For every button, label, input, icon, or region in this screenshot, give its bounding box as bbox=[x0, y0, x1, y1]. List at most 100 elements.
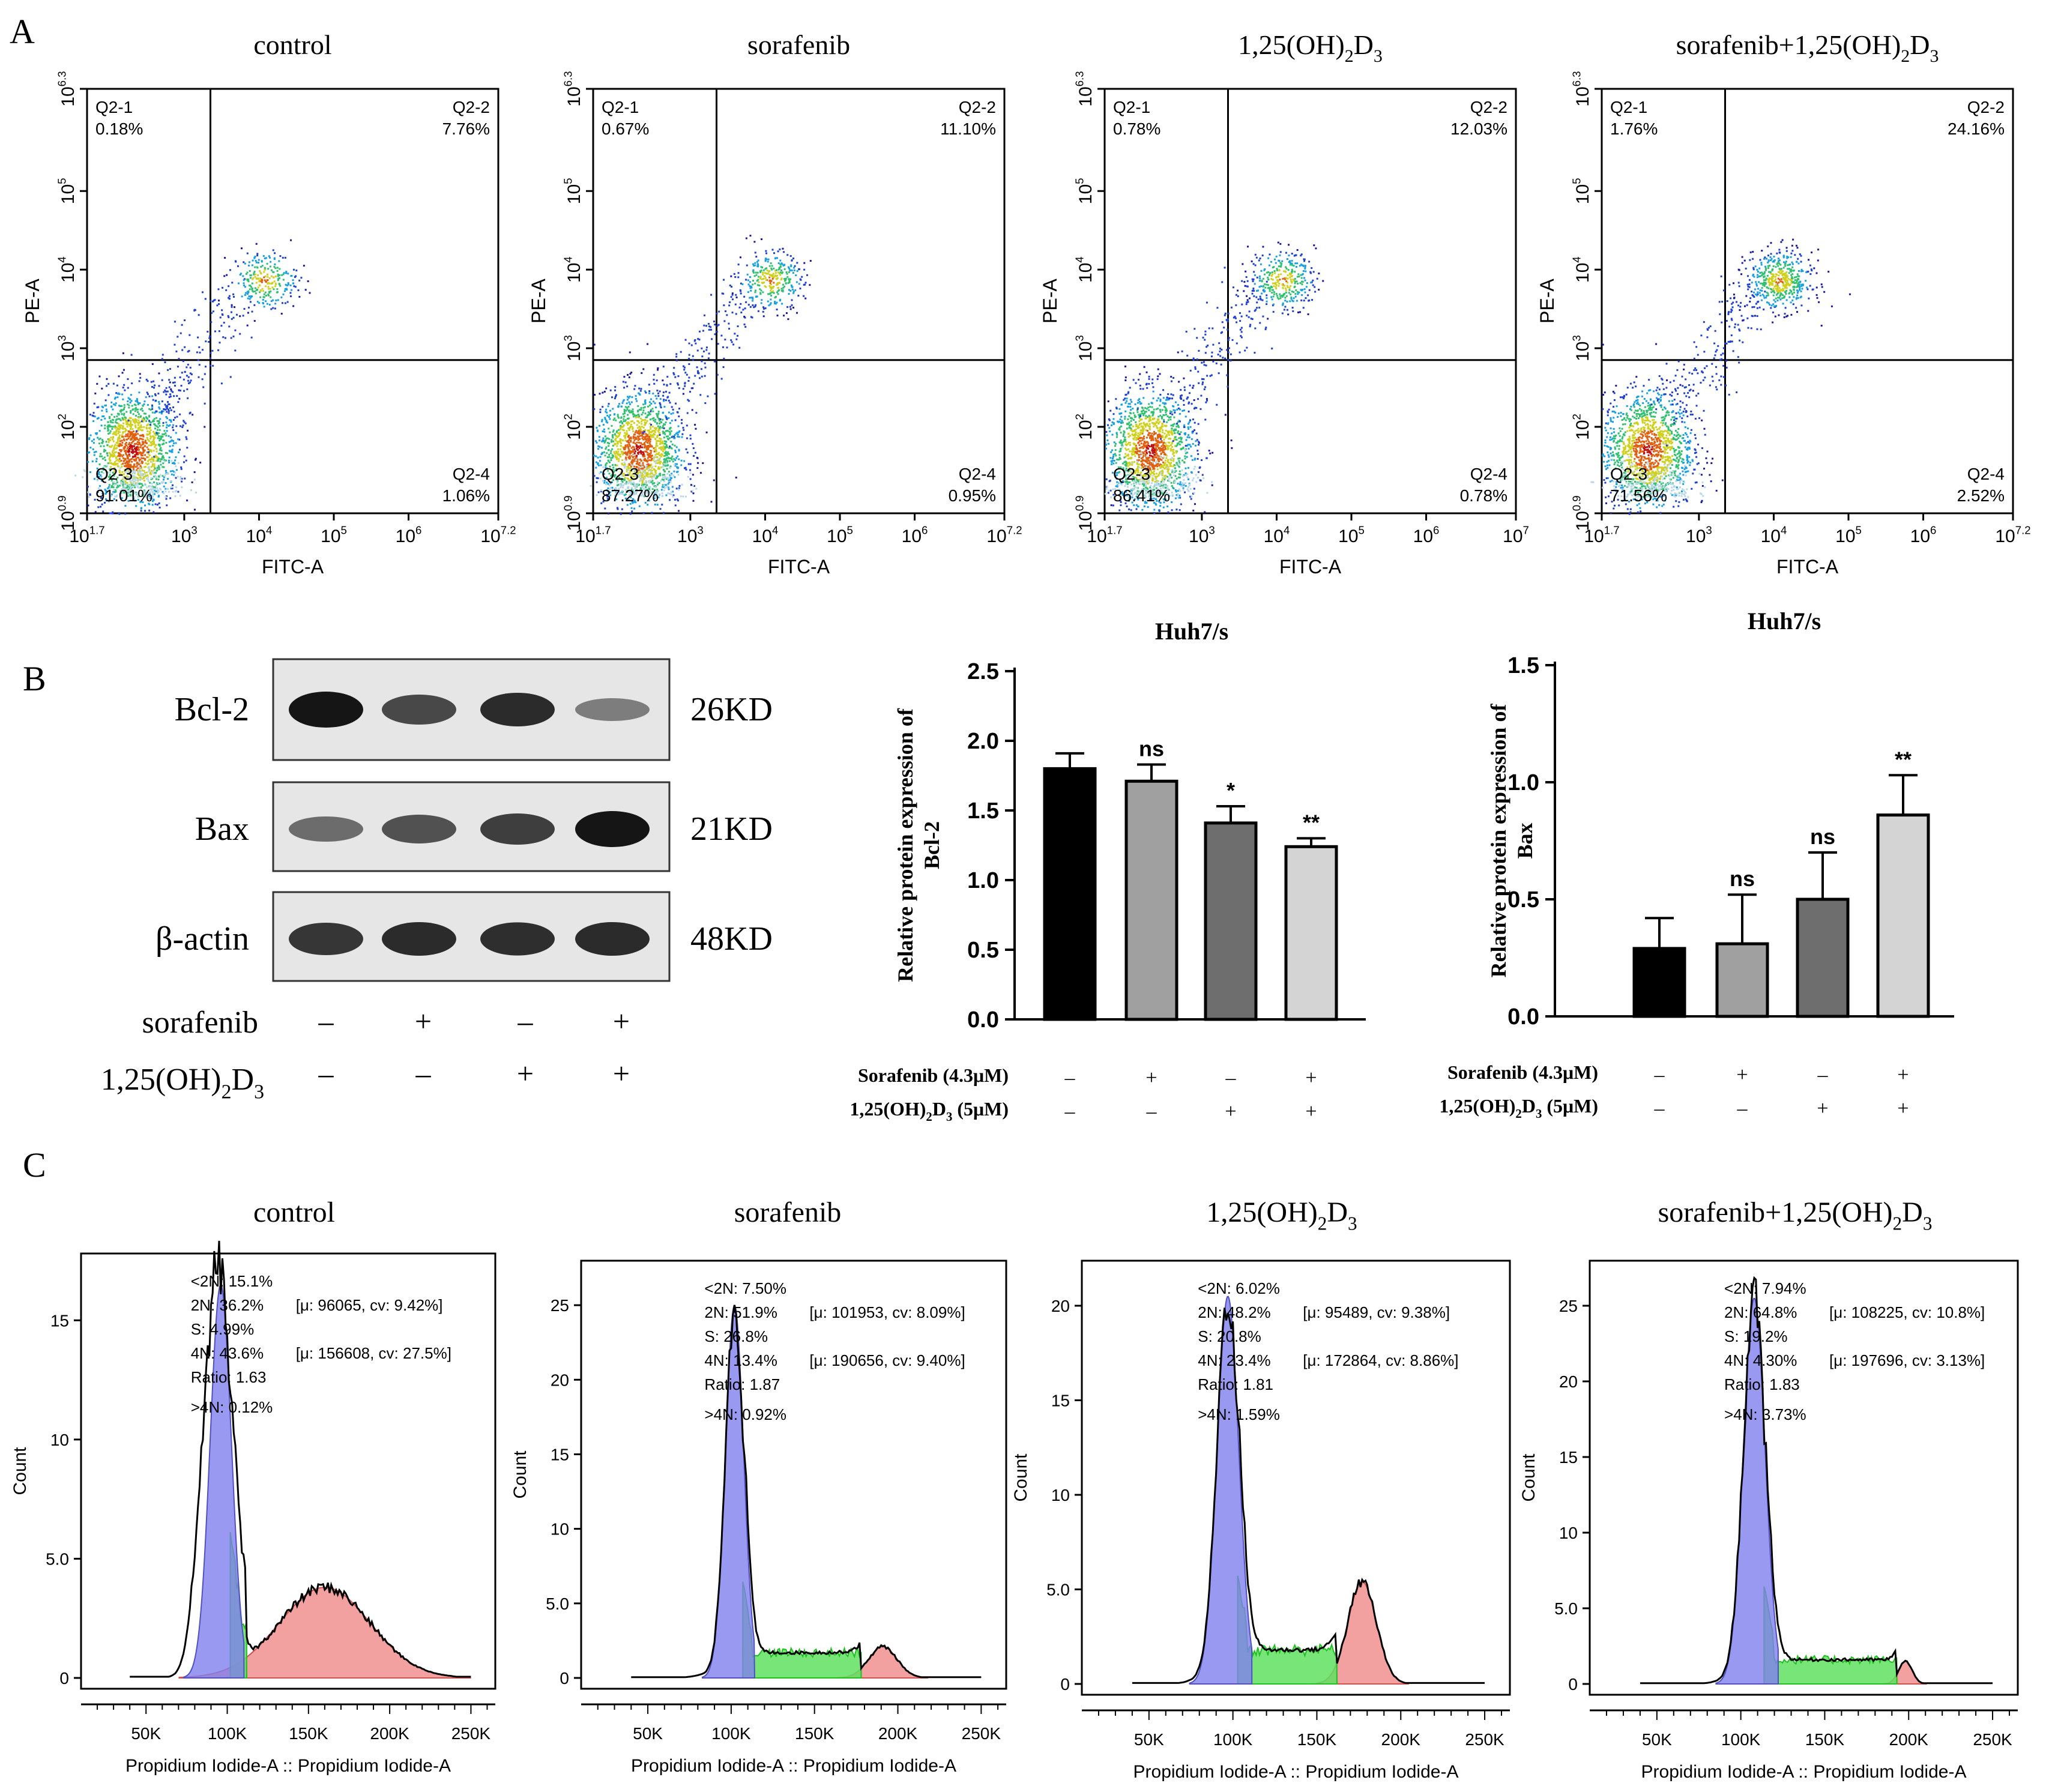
event-dot bbox=[617, 493, 620, 496]
event-dot bbox=[128, 447, 131, 450]
event-dot bbox=[143, 493, 146, 495]
event-dot bbox=[118, 452, 121, 454]
event-dot bbox=[153, 418, 155, 420]
event-dot bbox=[665, 444, 668, 447]
event-dot bbox=[662, 412, 664, 414]
event-dot bbox=[674, 459, 677, 461]
event-dot bbox=[147, 448, 149, 450]
event-dot bbox=[137, 439, 140, 441]
event-dot bbox=[640, 388, 642, 390]
event-dot bbox=[760, 289, 762, 292]
text-part: 2 bbox=[56, 414, 68, 420]
event-dot bbox=[173, 474, 175, 476]
event-dot bbox=[142, 417, 145, 419]
event-dot bbox=[139, 473, 142, 475]
text-part: 10 bbox=[396, 526, 415, 546]
event-dot bbox=[627, 373, 629, 376]
event-dot bbox=[776, 301, 778, 304]
event-dot bbox=[195, 457, 197, 460]
event-dot bbox=[278, 260, 280, 262]
event-dot bbox=[1123, 433, 1125, 435]
event-dot bbox=[156, 469, 158, 471]
event-dot bbox=[656, 423, 658, 425]
event-dot bbox=[632, 437, 635, 439]
event-dot bbox=[150, 495, 152, 497]
event-dot bbox=[643, 442, 645, 445]
event-dot bbox=[642, 406, 645, 409]
event-dot bbox=[729, 301, 731, 303]
event-dot bbox=[660, 466, 662, 469]
event-dot bbox=[136, 482, 138, 484]
event-dot bbox=[654, 454, 657, 456]
event-dot bbox=[629, 472, 631, 474]
event-dot bbox=[673, 435, 675, 438]
event-dot bbox=[158, 443, 160, 445]
event-dot bbox=[181, 480, 183, 483]
event-dot bbox=[730, 339, 732, 342]
event-dot bbox=[104, 399, 107, 402]
event-dot bbox=[614, 397, 616, 400]
event-dot bbox=[133, 480, 136, 483]
event-dot bbox=[1142, 397, 1145, 399]
event-dot bbox=[750, 285, 752, 288]
event-dot bbox=[178, 389, 180, 391]
event-dot bbox=[636, 462, 639, 464]
event-dot bbox=[148, 492, 151, 495]
event-dot bbox=[605, 421, 608, 423]
event-dot bbox=[1163, 491, 1165, 493]
event-dot bbox=[128, 470, 131, 472]
event-dot bbox=[167, 459, 170, 462]
event-dot bbox=[620, 471, 622, 474]
event-dot bbox=[639, 435, 642, 437]
event-dot bbox=[606, 452, 608, 454]
event-dot bbox=[130, 463, 132, 466]
event-dot bbox=[136, 462, 138, 464]
event-dot bbox=[614, 417, 616, 420]
event-dot bbox=[152, 399, 154, 401]
event-dot bbox=[164, 389, 166, 391]
event-dot bbox=[157, 483, 159, 486]
event-dot bbox=[777, 282, 779, 284]
event-dot bbox=[157, 495, 160, 497]
event-dot bbox=[765, 258, 768, 261]
event-dot bbox=[137, 403, 139, 406]
event-dot bbox=[630, 487, 633, 489]
event-dot bbox=[109, 439, 112, 441]
event-dot bbox=[782, 247, 784, 250]
event-dot bbox=[647, 473, 650, 475]
event-dot bbox=[614, 389, 617, 391]
event-dot bbox=[262, 255, 265, 257]
event-dot bbox=[177, 462, 180, 464]
event-dot bbox=[139, 438, 141, 440]
event-dot bbox=[1131, 461, 1133, 463]
event-dot bbox=[129, 483, 131, 486]
event-dot bbox=[119, 424, 122, 426]
event-dot bbox=[1115, 436, 1118, 438]
event-dot bbox=[117, 423, 119, 425]
event-dot bbox=[108, 452, 110, 454]
event-dot bbox=[149, 497, 152, 499]
event-dot bbox=[104, 493, 107, 495]
event-dot bbox=[705, 349, 708, 351]
event-dot bbox=[756, 261, 758, 263]
event-dot bbox=[633, 421, 635, 424]
event-dot bbox=[109, 453, 112, 455]
event-dot bbox=[639, 489, 641, 491]
event-dot bbox=[107, 429, 109, 431]
event-dot bbox=[1129, 441, 1131, 444]
event-dot bbox=[650, 463, 653, 466]
event-dot bbox=[632, 498, 634, 500]
event-dot bbox=[643, 495, 645, 498]
event-dot bbox=[678, 487, 680, 489]
event-dot bbox=[142, 434, 145, 436]
event-dot bbox=[647, 463, 649, 466]
event-dot bbox=[1125, 478, 1127, 480]
event-dot bbox=[1155, 424, 1157, 427]
event-dot bbox=[760, 302, 762, 304]
event-dot bbox=[759, 292, 762, 294]
event-dot bbox=[290, 239, 292, 241]
event-dot bbox=[641, 478, 644, 480]
event-dot bbox=[629, 426, 631, 429]
event-dot bbox=[627, 409, 630, 412]
event-dot bbox=[119, 481, 122, 483]
